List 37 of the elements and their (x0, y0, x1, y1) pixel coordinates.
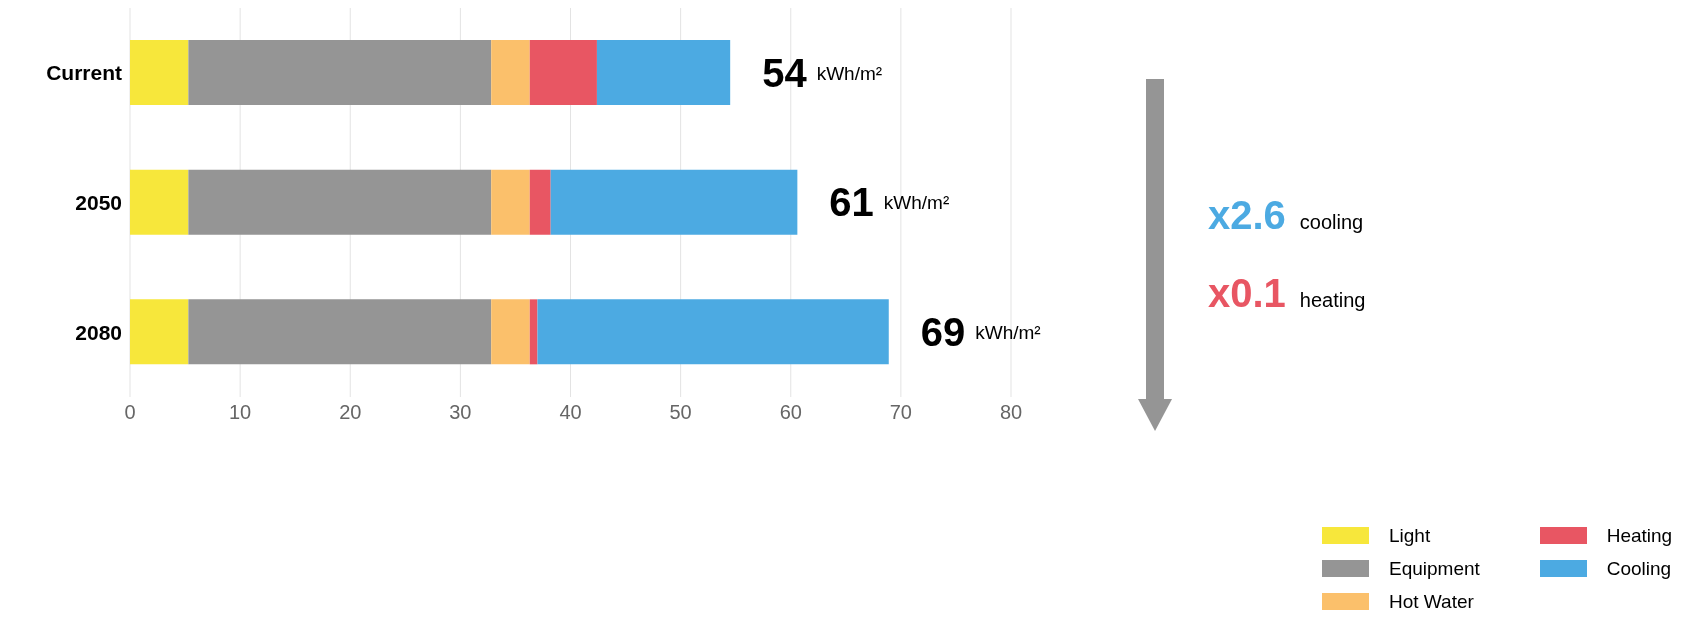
bar (550, 169, 798, 235)
legend-label: Equipment (1389, 557, 1480, 580)
bar (596, 40, 731, 105)
bar (537, 299, 889, 365)
text: x0.1 heating (1208, 271, 1366, 315)
y-tick-label: Current (46, 61, 122, 85)
x-tick-label: 0 (124, 401, 136, 424)
y-tick-label: 2080 (75, 320, 122, 344)
legend-label: Cooling (1606, 557, 1672, 580)
bar (188, 40, 492, 105)
bar (130, 299, 189, 365)
bar (491, 299, 530, 365)
total-label: 54 kWh/m² (762, 50, 883, 95)
bar (529, 40, 597, 105)
x-tick-label: 50 (669, 401, 692, 424)
bar (529, 169, 551, 235)
text: x2.6 cooling (1208, 193, 1364, 237)
bar (491, 169, 530, 235)
x-tick-label: 40 (559, 401, 582, 424)
x-tick-label: 80 (999, 401, 1023, 424)
legend-label: Heating (1606, 524, 1673, 547)
legend-label: Hot Water (1389, 590, 1474, 613)
total-label: 69 kWh/m² (920, 309, 1041, 354)
y-tick-label: 2050 (75, 190, 122, 214)
x-tick-label: 10 (229, 401, 252, 424)
bar (529, 299, 538, 365)
bar (188, 299, 492, 365)
bar (491, 40, 530, 105)
legend-label: Light (1389, 524, 1431, 547)
x-tick-label: 70 (889, 401, 912, 424)
bar (130, 40, 189, 105)
bar (188, 169, 492, 235)
x-tick-label: 60 (779, 401, 802, 424)
x-tick-label: 30 (449, 401, 472, 424)
x-tick-label: 20 (339, 401, 362, 424)
bar (130, 169, 189, 235)
total-label: 61 kWh/m² (829, 180, 950, 225)
